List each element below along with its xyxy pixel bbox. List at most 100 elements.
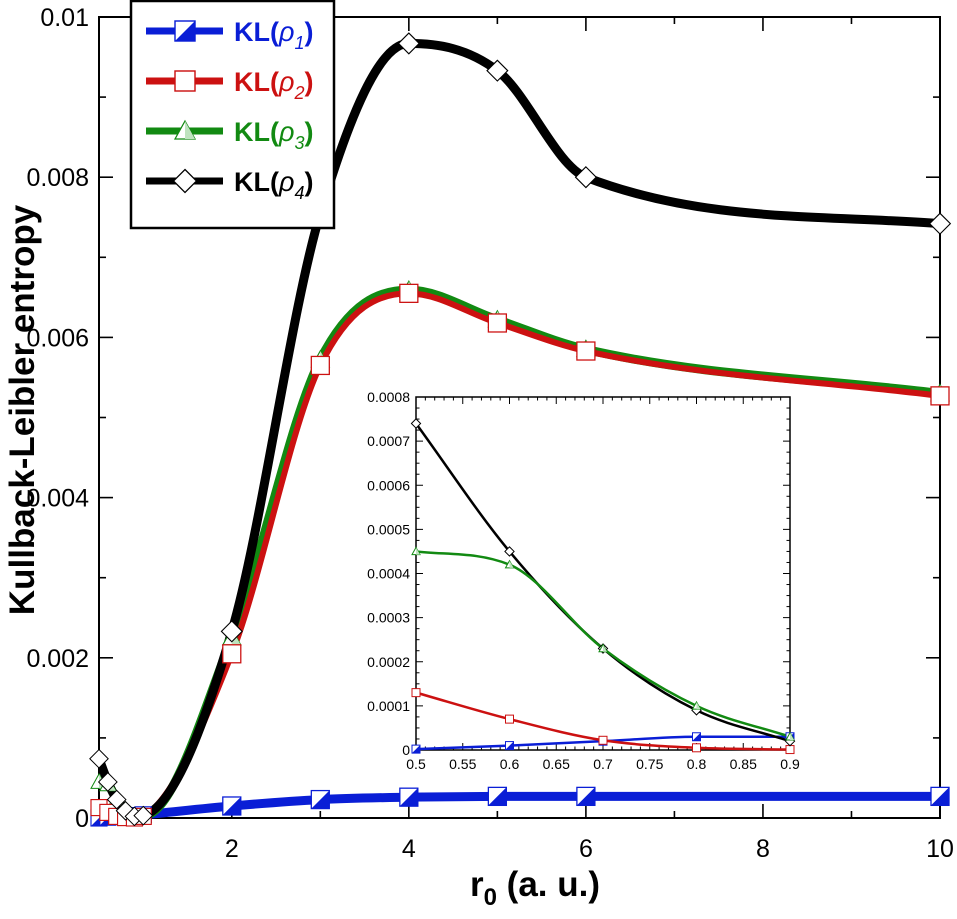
legend-marker bbox=[172, 168, 198, 194]
main-x-tick-label: 8 bbox=[756, 835, 770, 863]
main-data-point bbox=[487, 786, 508, 807]
inset-data-point bbox=[504, 546, 515, 557]
legend-item-3: KL(ρ3) bbox=[146, 117, 313, 153]
main-x-tick-label: 4 bbox=[402, 835, 416, 863]
inset-x-tick-label: 0.85 bbox=[730, 756, 757, 772]
main-y-tick-label: 0.004 bbox=[26, 485, 89, 513]
legend-marker bbox=[173, 119, 197, 140]
inset-x-tick-label: 0.7 bbox=[593, 756, 613, 772]
inset-y-tick-label: 0 bbox=[402, 742, 410, 758]
main-x-tick-label: 2 bbox=[225, 835, 239, 863]
main-data-point bbox=[399, 787, 419, 807]
main-data-point bbox=[97, 772, 118, 792]
legend-label: KL(ρ1) bbox=[234, 17, 313, 53]
legend-label-rho: ρ bbox=[278, 67, 294, 97]
inset-data-point bbox=[598, 643, 608, 653]
inset-data-point bbox=[598, 735, 608, 745]
legend-label-base: KL( bbox=[234, 67, 279, 97]
main-y-tick-label: 0.002 bbox=[26, 645, 89, 673]
inset-y-tick-label: 0.0004 bbox=[367, 566, 410, 582]
legend-label: KL(ρ4) bbox=[234, 167, 313, 203]
inset-series-markers-3 bbox=[411, 546, 795, 741]
main-y-tick-label: 0.008 bbox=[26, 164, 89, 192]
main-data-point bbox=[487, 313, 508, 333]
legend-label-subscript: 4 bbox=[294, 183, 304, 203]
main-data-point bbox=[115, 800, 136, 821]
inset-x-tick-label: 0.5 bbox=[406, 756, 426, 772]
inset-x-tick-label: 0.6 bbox=[500, 756, 520, 772]
legend-label-end: ) bbox=[304, 167, 313, 197]
inset-x-tick-label: 0.65 bbox=[543, 756, 570, 772]
inset-y-tick-label: 0.0002 bbox=[367, 654, 410, 670]
legend-label-subscript: 2 bbox=[293, 83, 304, 103]
inset-x-tick-label: 0.75 bbox=[636, 756, 663, 772]
inset-data-point bbox=[692, 743, 701, 753]
inset-plot-frame bbox=[415, 396, 791, 751]
main-data-point bbox=[486, 59, 509, 82]
main-data-point bbox=[222, 644, 242, 664]
inset-y-tick-label: 0.0001 bbox=[367, 698, 410, 714]
main-data-point bbox=[310, 789, 330, 810]
inset-data-point bbox=[785, 745, 795, 755]
x-axis-title: r0 (a. u.) bbox=[470, 865, 600, 911]
inset-data-point bbox=[785, 731, 795, 741]
legend-label-end: ) bbox=[304, 67, 313, 97]
legend-item-1: KL(ρ1) bbox=[146, 17, 313, 53]
main-data-point bbox=[576, 341, 596, 361]
legend-marker bbox=[174, 20, 196, 42]
legend-label-end: ) bbox=[304, 117, 313, 147]
legend: KL(ρ1)KL(ρ2)KL(ρ3)KL(ρ4) bbox=[129, 0, 336, 230]
main-data-point bbox=[89, 748, 109, 769]
main-data-point bbox=[574, 166, 598, 189]
inset-x-tick-label: 0.9 bbox=[780, 756, 800, 772]
legend-item-2: KL(ρ2) bbox=[146, 67, 313, 103]
main-data-point bbox=[930, 786, 950, 807]
legend-label-base: KL( bbox=[234, 117, 279, 147]
inset-y-tick-label: 0.0008 bbox=[367, 389, 410, 405]
main-data-point bbox=[399, 283, 419, 303]
inset-y-tick-label: 0.0006 bbox=[367, 477, 410, 493]
inset-data-point bbox=[411, 744, 421, 754]
legend-box bbox=[129, 0, 336, 230]
main-data-point bbox=[106, 789, 127, 810]
main-data-point bbox=[222, 796, 242, 816]
inset-data-point bbox=[410, 418, 422, 429]
legend-label-end: ) bbox=[304, 17, 313, 47]
inset-data-point bbox=[411, 546, 421, 556]
inset-y-tick-label: 0.0003 bbox=[367, 610, 410, 626]
inset-plot: 0.5 0.55 0.6 0.65 0.7 0.75 0.8 0.85 0.9 0 0.0001 0.… bbox=[367, 389, 800, 772]
main-y-tick-label: 0 bbox=[75, 805, 89, 833]
main-x-tick-label: 6 bbox=[579, 835, 593, 863]
main-data-point bbox=[576, 786, 596, 807]
main-data-point bbox=[928, 212, 952, 235]
main-data-point bbox=[310, 355, 330, 376]
inset-series-markers-2 bbox=[411, 688, 795, 755]
main-data-point bbox=[397, 32, 420, 55]
legend-item-4: KL(ρ4) bbox=[146, 167, 313, 203]
inset-ticks: 0.5 0.55 0.6 0.65 0.7 0.75 0.8 0.85 0.9 0 0.0001 0.… bbox=[367, 389, 800, 772]
main-y-tick-label: 0.006 bbox=[26, 324, 89, 352]
legend-label-rho: ρ bbox=[278, 17, 294, 47]
legend-label: KL(ρ3) bbox=[234, 117, 313, 153]
inset-data-point bbox=[505, 714, 514, 724]
legend-label-base: KL( bbox=[234, 17, 279, 47]
inset-data-point bbox=[692, 732, 701, 742]
legend-label-base: KL( bbox=[234, 167, 279, 197]
legend-label-rho: ρ bbox=[278, 167, 294, 197]
x-axis-title-subscript: 0 bbox=[484, 884, 497, 911]
main-x-tick-label: 10 bbox=[926, 835, 954, 863]
inset-data-point bbox=[691, 700, 702, 710]
inset-data-point bbox=[504, 559, 515, 569]
main-data-point bbox=[220, 620, 243, 643]
inset-y-tick-label: 0.0005 bbox=[367, 521, 410, 537]
x-axis-title-r: r bbox=[470, 865, 484, 904]
inset-data-point bbox=[411, 688, 421, 698]
inset-x-tick-label: 0.55 bbox=[449, 756, 476, 772]
main-data-point bbox=[930, 386, 950, 406]
inset-data-point bbox=[505, 741, 514, 751]
y-axis-title: Kullback-Leibler entropy bbox=[3, 204, 42, 615]
inset-x-tick-label: 0.8 bbox=[687, 756, 707, 772]
legend-label-rho: ρ bbox=[278, 117, 294, 147]
